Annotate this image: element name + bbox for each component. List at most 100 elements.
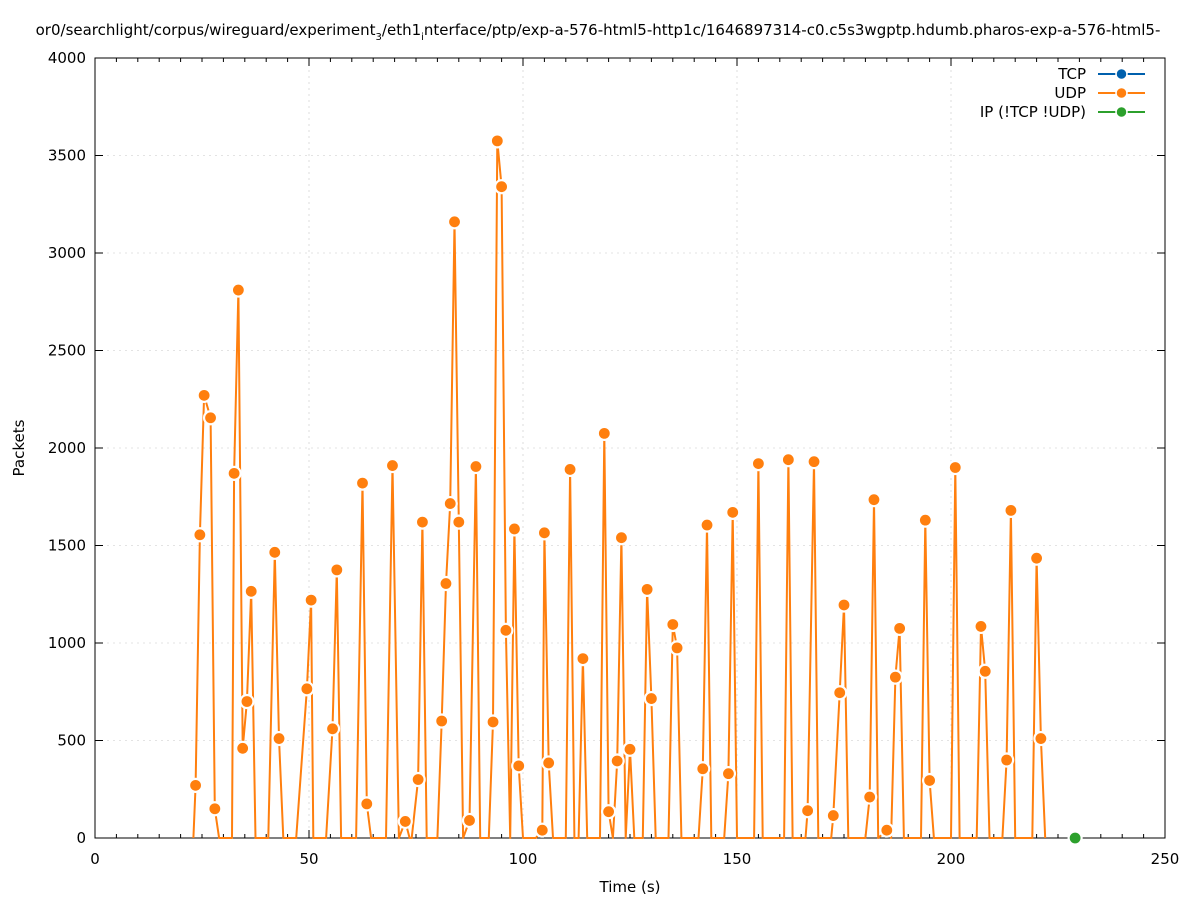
data-point: [414, 514, 431, 530]
y-tick-label: 0: [76, 829, 86, 847]
chart-title: or0/searchlight/corpus/wireguard/experim…: [36, 21, 1161, 43]
data-point: [836, 597, 852, 613]
legend-label: UDP: [1054, 84, 1086, 102]
data-point: [887, 669, 903, 685]
legend-label: IP (!TCP !UDP): [980, 103, 1086, 121]
data-point: [324, 721, 341, 737]
data-point: [879, 822, 895, 838]
data-point: [917, 512, 933, 528]
data-point: [639, 581, 655, 597]
legend-marker: [1115, 67, 1128, 81]
legend-label: TCP: [1057, 65, 1086, 83]
y-tick-label: 4000: [48, 49, 86, 67]
data-point: [613, 530, 630, 546]
grid-lines: [95, 58, 1165, 838]
y-tick-label: 2500: [48, 342, 86, 360]
data-point: [202, 410, 219, 426]
data-point: [230, 282, 246, 298]
data-point: [359, 796, 375, 812]
data-point: [235, 740, 251, 756]
data-point: [725, 504, 741, 520]
tick-marks: 0 500 1000 1500 2000 2500 3000 3500 4000 0 50 100 15…: [48, 49, 1180, 868]
data-point: [446, 214, 463, 230]
data-point: [575, 650, 591, 667]
series-group: [187, 133, 1083, 846]
x-tick-label: 250: [1151, 850, 1180, 868]
data-point: [695, 761, 711, 777]
data-point: [1067, 830, 1083, 846]
x-axis-label: Time (s): [599, 878, 661, 896]
data-point: [329, 562, 345, 578]
series-2: [1067, 830, 1083, 846]
data-point: [609, 753, 625, 769]
data-point: [207, 801, 223, 817]
data-point: [498, 622, 514, 638]
x-tick-label: 50: [299, 850, 318, 868]
data-point: [354, 475, 371, 491]
data-point: [1028, 550, 1045, 566]
data-point: [461, 812, 478, 829]
y-tick-label: 1500: [48, 537, 86, 555]
data-point: [226, 465, 242, 481]
data-point: [384, 457, 401, 474]
data-point: [303, 592, 319, 608]
data-point: [485, 714, 501, 730]
data-point: [892, 620, 908, 636]
data-point: [506, 521, 523, 537]
x-tick-label: 200: [937, 850, 966, 868]
data-point: [669, 640, 685, 656]
y-tick-label: 3000: [48, 244, 86, 262]
x-tick-label: 150: [723, 850, 752, 868]
data-point: [832, 685, 848, 701]
data-point: [973, 618, 989, 635]
data-point: [866, 492, 882, 508]
data-point: [192, 527, 208, 543]
data-point: [271, 730, 287, 747]
data-point: [534, 822, 550, 838]
data-point: [665, 616, 681, 633]
data-point: [511, 758, 527, 774]
series-line: [192, 139, 1047, 839]
data-point: [643, 690, 660, 707]
x-tick-label: 100: [509, 850, 538, 868]
data-point: [600, 804, 617, 820]
data-point: [750, 456, 767, 472]
data-point: [825, 807, 841, 824]
data-point: [434, 713, 450, 729]
data-point: [1003, 502, 1019, 518]
data-point: [541, 755, 557, 771]
data-point: [442, 495, 458, 512]
data-point: [397, 813, 413, 830]
data-point: [267, 544, 283, 560]
data-point: [187, 777, 204, 793]
data-point: [239, 693, 255, 710]
data-point: [410, 771, 426, 788]
data-point: [536, 525, 553, 541]
data-point: [562, 461, 578, 478]
data-point: [494, 179, 510, 195]
legend-marker: [1115, 86, 1128, 100]
data-point: [780, 452, 796, 468]
data-point: [299, 681, 315, 697]
data-point: [622, 741, 638, 757]
data-point: [800, 803, 816, 819]
data-point: [921, 772, 938, 789]
data-point: [947, 459, 963, 476]
legend-marker: [1115, 105, 1128, 119]
y-tick-label: 2000: [48, 439, 86, 457]
data-point: [243, 583, 259, 599]
data-point: [999, 752, 1015, 768]
data-point: [451, 514, 467, 530]
y-tick-label: 3500: [48, 147, 86, 165]
data-point: [489, 133, 505, 149]
data-point: [806, 454, 822, 470]
y-axis-label: Packets: [10, 419, 28, 476]
data-point: [468, 458, 484, 475]
data-point: [977, 663, 993, 679]
data-point: [596, 425, 612, 441]
x-tick-label: 0: [90, 850, 100, 868]
y-tick-label: 1000: [48, 634, 86, 652]
data-point: [438, 575, 454, 592]
